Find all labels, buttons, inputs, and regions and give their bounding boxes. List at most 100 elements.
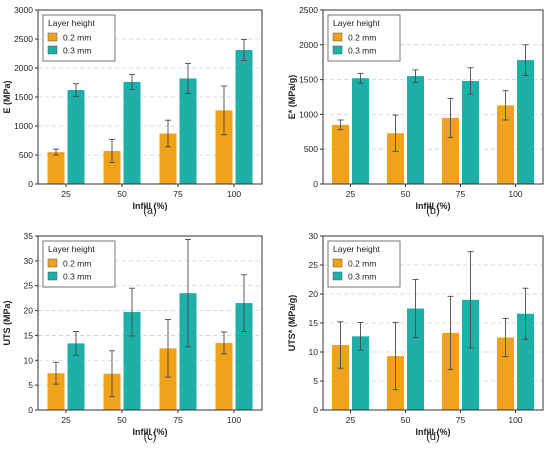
x-axis-label: Infill (%) [416, 427, 451, 437]
x-tick-label: 75 [456, 415, 466, 425]
y-tick-label: 1500 [14, 92, 33, 102]
y-tick-label: 0 [313, 179, 318, 189]
panel-label: (a) [143, 205, 156, 217]
legend-swatch [47, 45, 58, 55]
chart-panel-1: 0 500 1000 1500 2000 2500 3000 25 50 75 100 Infill … [2, 5, 263, 217]
legend-swatch [47, 271, 58, 281]
chart-panel-4: 0 5 10 15 20 25 30 25 50 75 100 Infill (%) UTS* (MPa… [287, 231, 544, 443]
bar-layer-0-2mm [497, 105, 514, 184]
chart-panel-3: 0 5 10 15 20 25 30 35 25 50 75 100 Infill (%) UTS (MP… [2, 231, 263, 443]
x-axis-label: Infill (%) [133, 427, 168, 437]
bar-layer-0-2mm [387, 133, 404, 184]
y-axis-label: UTS* (MPa/g) [287, 295, 297, 352]
bar-layer-0-2mm [159, 133, 177, 184]
bar-layer-0-2mm [215, 342, 233, 410]
legend-title: Layer height [333, 244, 380, 254]
bar-layer-0-3mm [517, 60, 534, 184]
bar-layer-0-3mm [123, 81, 141, 184]
x-tick-label: 50 [401, 189, 411, 199]
bar-layer-0-2mm [332, 345, 349, 410]
x-tick-label: 25 [346, 415, 356, 425]
bar-layer-0-3mm [462, 299, 479, 410]
legend-label: 0.2 mm [348, 33, 376, 43]
bar-layer-0-3mm [67, 343, 85, 410]
y-tick-label: 20 [24, 306, 34, 316]
y-tick-label: 25 [309, 260, 319, 270]
y-tick-label: 30 [309, 231, 319, 241]
y-tick-label: 2000 [14, 63, 33, 73]
y-axis-label: E* (MPa/g) [287, 75, 297, 120]
y-tick-label: 2500 [14, 34, 33, 44]
bar-layer-0-3mm [235, 303, 253, 410]
y-tick-label: 10 [24, 355, 34, 365]
legend-swatch [47, 32, 58, 42]
y-tick-label: 500 [19, 150, 33, 160]
bar-layer-0-2mm [103, 150, 121, 184]
y-tick-label: 35 [24, 231, 34, 241]
bar-layer-0-2mm [159, 348, 177, 410]
bar-layer-0-3mm [352, 336, 369, 410]
bar-layer-0-2mm [442, 332, 459, 410]
legend-swatch [47, 258, 58, 268]
bar-layer-0-2mm [442, 117, 459, 184]
y-tick-label: 0 [28, 179, 33, 189]
legend-swatch [332, 271, 343, 281]
x-tick-label: 50 [117, 415, 127, 425]
plot-frame [322, 9, 544, 185]
y-tick-label: 2000 [299, 40, 318, 50]
legend-title: Layer height [48, 244, 95, 254]
legend-title: Layer height [333, 18, 380, 28]
x-tick-label: 75 [456, 189, 466, 199]
bar-layer-0-3mm [352, 78, 369, 184]
x-tick-label: 100 [227, 189, 241, 199]
panel-label: (d) [426, 431, 439, 443]
y-tick-label: 5 [313, 376, 318, 386]
panel-label: (b) [426, 205, 439, 217]
legend-label: 0.3 mm [348, 272, 376, 282]
legend-label: 0.3 mm [348, 46, 376, 56]
bar-layer-0-3mm [517, 313, 534, 410]
x-tick-label: 100 [227, 415, 241, 425]
y-tick-label: 0 [28, 405, 33, 415]
legend-swatch [332, 32, 343, 42]
y-tick-label: 500 [304, 144, 318, 154]
y-tick-label: 1000 [299, 109, 318, 119]
y-tick-label: 5 [28, 380, 33, 390]
plot-frame [37, 235, 263, 411]
x-tick-label: 75 [173, 189, 183, 199]
y-tick-label: 1500 [299, 75, 318, 85]
y-tick-label: 30 [24, 256, 34, 266]
bar-layer-0-3mm [462, 80, 479, 184]
y-tick-label: 0 [313, 405, 318, 415]
x-tick-label: 75 [173, 415, 183, 425]
bar-layer-0-3mm [67, 90, 85, 184]
legend-label: 0.2 mm [63, 259, 91, 269]
y-tick-label: 1000 [14, 121, 33, 131]
y-tick-label: 3000 [14, 5, 33, 15]
chart-panel-2: 0 500 1000 1500 2000 2500 25 50 75 100 Infill (%) E… [287, 5, 544, 217]
bar-layer-0-3mm [123, 312, 141, 410]
y-tick-label: 10 [309, 347, 319, 357]
bar-layer-0-3mm [179, 78, 197, 184]
legend-label: 0.3 mm [63, 46, 91, 56]
bar-layer-0-2mm [497, 337, 514, 410]
bar-layer-0-2mm [47, 152, 65, 184]
x-tick-label: 25 [61, 189, 71, 199]
x-tick-label: 25 [346, 189, 356, 199]
bar-layer-0-2mm [215, 110, 233, 184]
y-tick-label: 25 [24, 281, 34, 291]
legend-swatch [332, 45, 343, 55]
legend-swatch [332, 258, 343, 268]
x-tick-label: 25 [61, 415, 71, 425]
panel-label: (c) [144, 431, 157, 443]
bar-layer-0-2mm [47, 373, 65, 410]
bar-layer-0-3mm [407, 76, 424, 184]
legend-label: 0.2 mm [348, 259, 376, 269]
bar-layer-0-3mm [407, 308, 424, 410]
bar-layer-0-2mm [332, 124, 349, 184]
legend-label: 0.3 mm [63, 272, 91, 282]
x-tick-label: 100 [508, 189, 522, 199]
bar-layer-0-3mm [235, 50, 253, 184]
